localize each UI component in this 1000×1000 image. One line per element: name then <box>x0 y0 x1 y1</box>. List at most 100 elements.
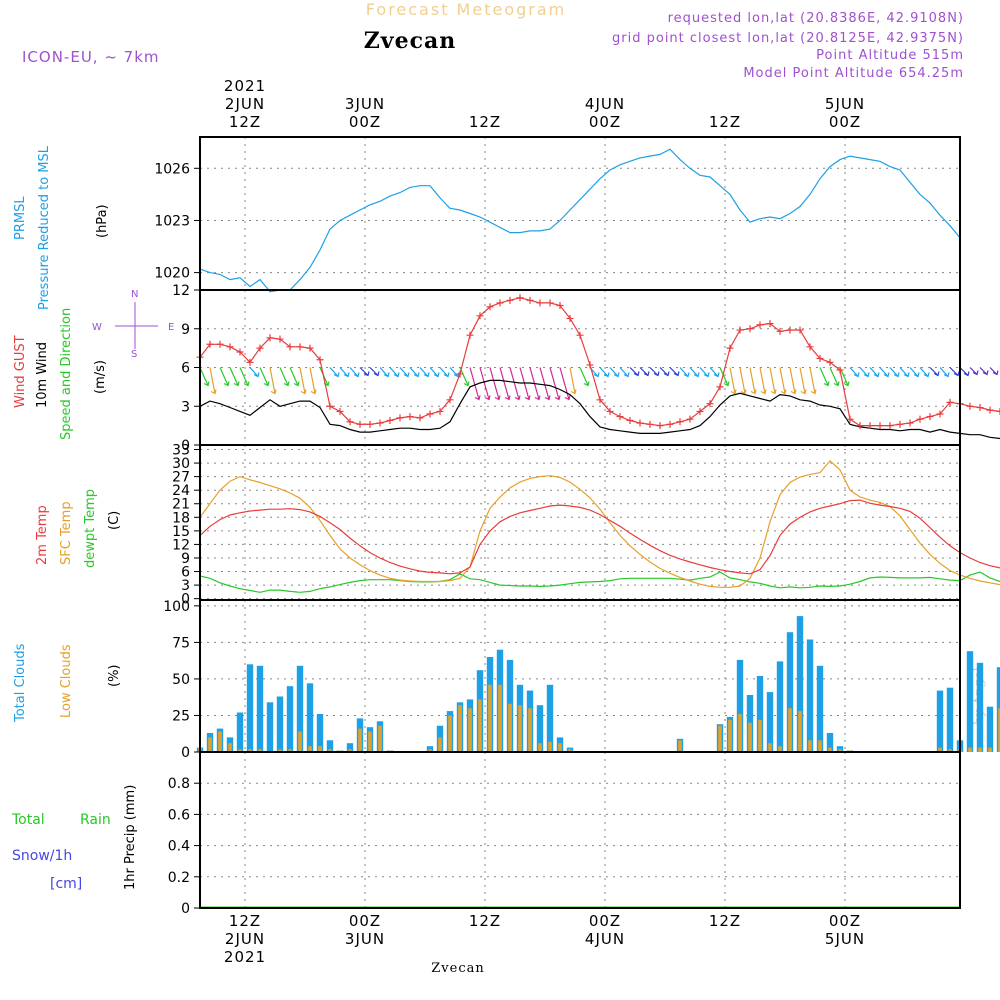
wind-gust-line-point <box>766 320 774 328</box>
low-cloud-bar <box>998 708 1000 752</box>
wind-gust-line-point <box>686 415 694 423</box>
wind-arrow-head <box>770 389 777 395</box>
low-cloud-bar <box>938 747 942 752</box>
low-cloud-bar <box>518 705 522 752</box>
wind-arrow <box>349 367 359 377</box>
wind-arrow <box>939 367 949 377</box>
wind-arrow-head <box>943 372 950 378</box>
low-cloud-bar <box>498 684 502 752</box>
wind-arrow-head <box>593 372 600 378</box>
wind-gust-line-point <box>856 422 864 430</box>
wind-arrow-head <box>243 381 250 387</box>
time-label-top: 12Z <box>229 113 261 131</box>
y-tick-label: 1020 <box>154 266 190 282</box>
wind-arrow-head <box>963 371 970 377</box>
low-cloud-bar <box>558 743 562 752</box>
total-cloud-bar <box>776 661 784 752</box>
total-cloud-bar <box>236 712 244 752</box>
y-tick-label: 50 <box>172 672 190 688</box>
wind-gust-line-point <box>826 358 834 366</box>
wind-arrow <box>199 367 209 386</box>
low-cloud-bar <box>968 747 972 752</box>
y-tick-label: 0.8 <box>168 776 190 792</box>
time-label-bottom: 2021 <box>224 948 266 966</box>
wind-arrow-head <box>223 381 230 387</box>
total-cloud-bar <box>306 683 314 752</box>
compass-icon: N S W E <box>92 289 174 360</box>
wind-gust-line-point <box>466 331 474 339</box>
wind-arrow-head <box>564 395 571 401</box>
low-cloud-bar <box>758 719 762 752</box>
prmsl-line <box>199 148 961 293</box>
time-label-top: 00Z <box>349 113 381 131</box>
wind-gust-line-point <box>346 418 354 426</box>
wind-unit: (m/s) <box>93 360 108 394</box>
wind-arrow-head <box>703 372 710 378</box>
wind-arrow-head <box>913 372 920 378</box>
wind-gust-line-point <box>456 370 464 378</box>
low-cloud-bar <box>448 715 452 752</box>
wind-arrow <box>769 367 776 394</box>
wind-arrow <box>549 367 560 400</box>
wind-arrow-head <box>693 372 700 378</box>
time-label-bottom: 2JUN <box>225 930 265 948</box>
wind-arrow-head <box>673 371 680 377</box>
wind-gust-line-point <box>676 418 684 426</box>
wind-arrow <box>339 367 349 377</box>
wind-arrow-head <box>730 389 737 395</box>
wind-gust-line-point <box>556 302 564 309</box>
y-tick-label: 6 <box>181 565 190 581</box>
low-cloud-bar <box>218 731 222 752</box>
total-cloud-bar <box>286 686 294 752</box>
wind-gust-line-point <box>496 299 504 307</box>
wind-gust-line-point <box>416 414 424 422</box>
total-cloud-bar <box>936 690 944 752</box>
wind-arrow <box>249 367 259 377</box>
y-tick-label: 18 <box>172 510 190 526</box>
wind-label-dir: Speed and Direction <box>59 308 74 440</box>
wind-arrow <box>419 367 429 377</box>
y-tick-label: 0.4 <box>168 839 190 855</box>
time-label-top: 12Z <box>709 113 741 131</box>
pressure-label-1: PRMSL <box>13 196 28 240</box>
wind-gust-line-point <box>656 422 664 430</box>
y-tick-label: 3 <box>181 578 190 594</box>
wind-arrow-head <box>790 389 797 395</box>
wind-arrow <box>219 367 229 386</box>
wind-gust-line-point <box>606 407 614 415</box>
low-cloud-bar <box>978 747 982 752</box>
wind-gust-line-point <box>476 312 484 320</box>
svg-text:N: N <box>131 289 138 300</box>
low-cloud-bar <box>528 708 532 752</box>
low-cloud-bar <box>308 746 312 752</box>
wind-gust-line-point <box>286 343 294 351</box>
wind-label-gust: Wind GUST <box>13 335 28 408</box>
time-label-top: 5JUN <box>825 95 865 113</box>
wind-arrow-head <box>534 395 541 401</box>
svg-text:E: E <box>168 322 174 333</box>
wind-arrow <box>919 367 929 377</box>
wind-arrow-head <box>494 395 501 401</box>
wind-arrow-head <box>524 395 531 401</box>
wind-arrow <box>869 367 879 377</box>
total-cloud-bar <box>296 665 304 752</box>
y-tick-label: 21 <box>172 497 190 513</box>
low-cloud-bar <box>678 740 682 752</box>
wind-gust-line-point <box>996 407 1000 415</box>
temp-label-sfc: SFC Temp <box>59 501 74 565</box>
wind-gust-line-point <box>706 400 714 408</box>
low-cloud-bar <box>488 684 492 752</box>
y-tick-label: 12 <box>172 537 190 553</box>
time-label-top: 3JUN <box>345 95 385 113</box>
footer-station: Zvecan <box>431 961 484 976</box>
wind-gust-line-point <box>976 404 984 412</box>
wind-arrow-head <box>992 370 999 376</box>
wind-arrow-head <box>343 372 350 378</box>
wind-arrow <box>329 367 339 377</box>
wind-gust-line-point <box>966 402 974 410</box>
low-cloud-bar <box>428 749 432 752</box>
temp-labels: 2m Temp SFC Temp dewpt Temp (C) <box>35 489 122 568</box>
wind-arrow <box>469 367 480 400</box>
time-label-top: 4JUN <box>585 95 625 113</box>
